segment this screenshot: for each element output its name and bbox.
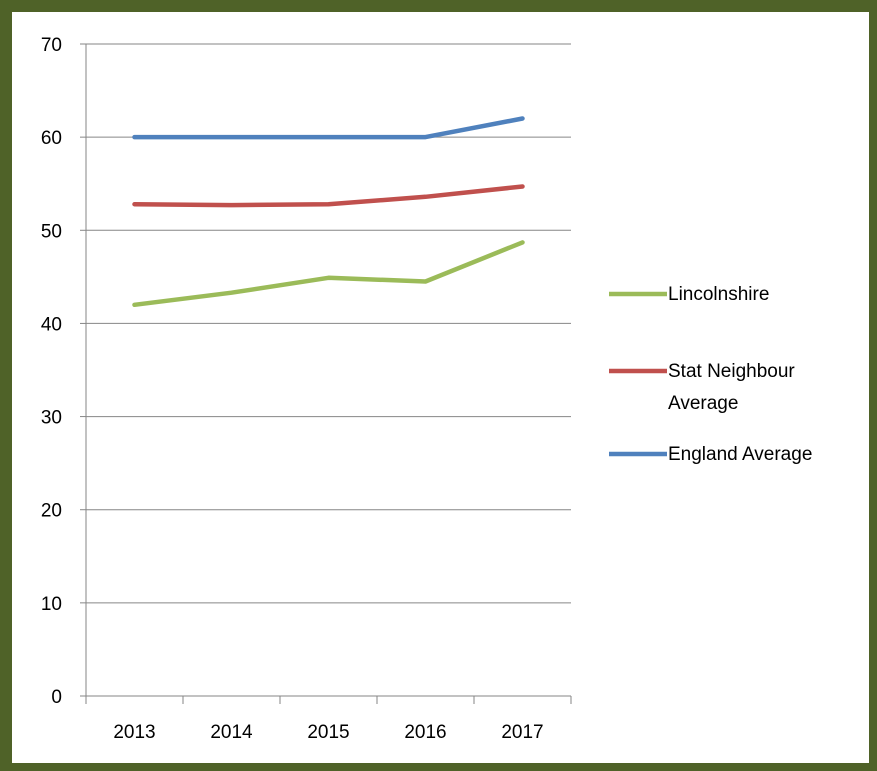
y-axis-tick-labels: 0 10 20 30 40 50 60 70 bbox=[41, 35, 62, 708]
x-tick-label: 2016 bbox=[404, 722, 446, 743]
y-tick-label: 20 bbox=[41, 501, 62, 522]
y-tick-label: 10 bbox=[41, 594, 62, 615]
frame-border-top bbox=[0, 0, 877, 12]
x-tick-label: 2017 bbox=[501, 722, 543, 743]
x-tick-label: 2013 bbox=[113, 722, 155, 743]
legend-item: Lincolnshire bbox=[609, 284, 769, 305]
chart-canvas bbox=[19, 18, 864, 760]
legend-label-line: Lincolnshire bbox=[668, 284, 769, 305]
y-tick-label: 70 bbox=[41, 35, 62, 56]
axes bbox=[80, 43, 572, 704]
legend-label: Lincolnshire bbox=[668, 284, 769, 305]
y-tick-label: 60 bbox=[41, 128, 62, 149]
legend-label-line: Average bbox=[668, 393, 738, 414]
legend-item: Stat Neighbour Average bbox=[609, 361, 795, 414]
y-tick-label: 0 bbox=[51, 687, 62, 708]
legend: Lincolnshire Stat Neighbour Average England… bbox=[609, 284, 812, 465]
x-tick-label: 2015 bbox=[307, 722, 349, 743]
legend-label: England Average bbox=[668, 444, 812, 465]
legend-label-line: Stat Neighbour bbox=[668, 361, 795, 382]
x-tick-label: 2014 bbox=[210, 722, 253, 743]
y-tick-label: 50 bbox=[41, 221, 62, 242]
frame-border-bottom bbox=[0, 763, 877, 771]
series-line-england-average bbox=[132, 116, 525, 140]
series-lines bbox=[132, 116, 525, 308]
x-axis-tick-labels: 2013 2014 2015 2016 2017 bbox=[113, 722, 543, 743]
legend-label: Stat Neighbour Average bbox=[668, 361, 795, 414]
frame-border-left bbox=[0, 0, 12, 771]
y-tick-label: 30 bbox=[41, 408, 62, 429]
legend-label-line: England Average bbox=[668, 444, 812, 465]
series-line-lincolnshire bbox=[132, 240, 525, 308]
y-tick-label: 40 bbox=[41, 314, 62, 335]
legend-item: England Average bbox=[609, 444, 812, 465]
frame-border-right bbox=[869, 0, 877, 771]
